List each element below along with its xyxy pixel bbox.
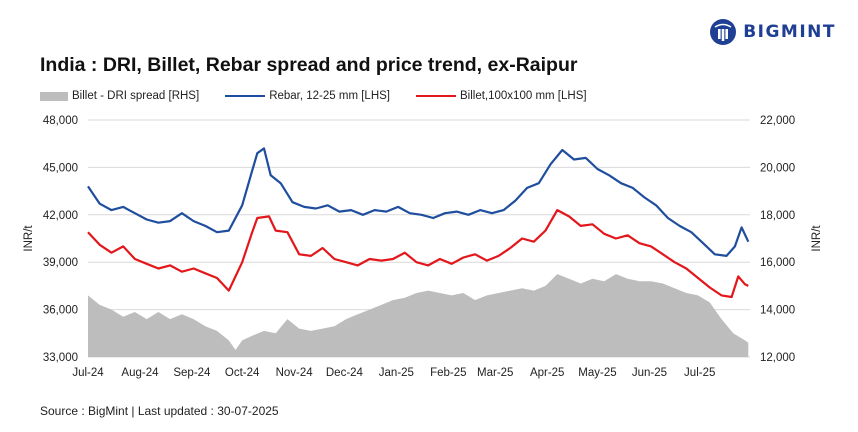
x-tick-label: Sep-24 (173, 367, 211, 379)
x-tick-label: Dec-24 (326, 367, 364, 379)
y2-tick-label: 14,000 (760, 305, 795, 317)
y-tick-label: 45,000 (43, 162, 78, 174)
series-line-rebar (87, 147, 750, 257)
legend-swatch-rebar (225, 95, 266, 97)
y2-tick-label: 18,000 (760, 210, 795, 222)
legend-item-rebar: Rebar, 12-25 mm [LHS] (225, 90, 390, 102)
x-tick-label: Jul-24 (72, 367, 104, 379)
brand-logo: BIGMINT (709, 18, 836, 46)
y-tick-label: 39,000 (43, 257, 78, 269)
legend-label-rebar: Rebar, 12-25 mm [LHS] (269, 90, 390, 102)
source-note: Source : BigMint | Last updated : 30-07-… (40, 404, 279, 418)
chart-title: India : DRI, Billet, Rebar spread and pr… (40, 54, 578, 76)
x-tick-label: Apr-25 (530, 367, 565, 379)
legend-label-billet: Billet,100x100 mm [LHS] (460, 90, 587, 102)
chart-legend: Billet - DRI spread [RHS] Rebar, 12-25 m… (40, 90, 613, 102)
x-tick-label: Jun-25 (632, 367, 667, 379)
y2-tick-label: 16,000 (760, 257, 795, 269)
legend-item-spread: Billet - DRI spread [RHS] (40, 90, 199, 102)
x-tick-label: Jul-25 (684, 367, 715, 379)
legend-swatch-billet (416, 95, 456, 97)
y2-tick-label: 22,000 (760, 115, 795, 127)
y-tick-label: 36,000 (43, 305, 78, 317)
x-tick-label: Nov-24 (276, 367, 314, 379)
y-tick-label: 48,000 (43, 115, 78, 127)
x-tick-label: May-25 (578, 367, 616, 379)
x-tick-label: Jan-25 (379, 367, 414, 379)
x-tick-label: Mar-25 (477, 367, 513, 379)
y-tick-label: 33,000 (43, 352, 78, 364)
legend-label-spread: Billet - DRI spread [RHS] (72, 90, 200, 102)
bigmint-logo-icon (710, 19, 737, 45)
series-area-spread (88, 274, 749, 357)
x-tick-label: Oct-24 (225, 367, 260, 379)
brand-name: BIGMINT (743, 22, 836, 42)
y-axis-title: INR/t (23, 225, 35, 252)
x-tick-label: Aug-24 (121, 367, 159, 379)
x-tick-label: Feb-25 (430, 367, 466, 379)
y2-tick-label: 20,000 (760, 162, 795, 174)
legend-swatch-spread (40, 91, 68, 101)
y2-tick-label: 12,000 (760, 352, 795, 364)
y2-axis-title: INR/t (811, 225, 823, 252)
legend-item-billet: Billet,100x100 mm [LHS] (416, 90, 587, 102)
y-tick-label: 42,000 (43, 210, 78, 222)
series-line-billet (87, 209, 749, 299)
